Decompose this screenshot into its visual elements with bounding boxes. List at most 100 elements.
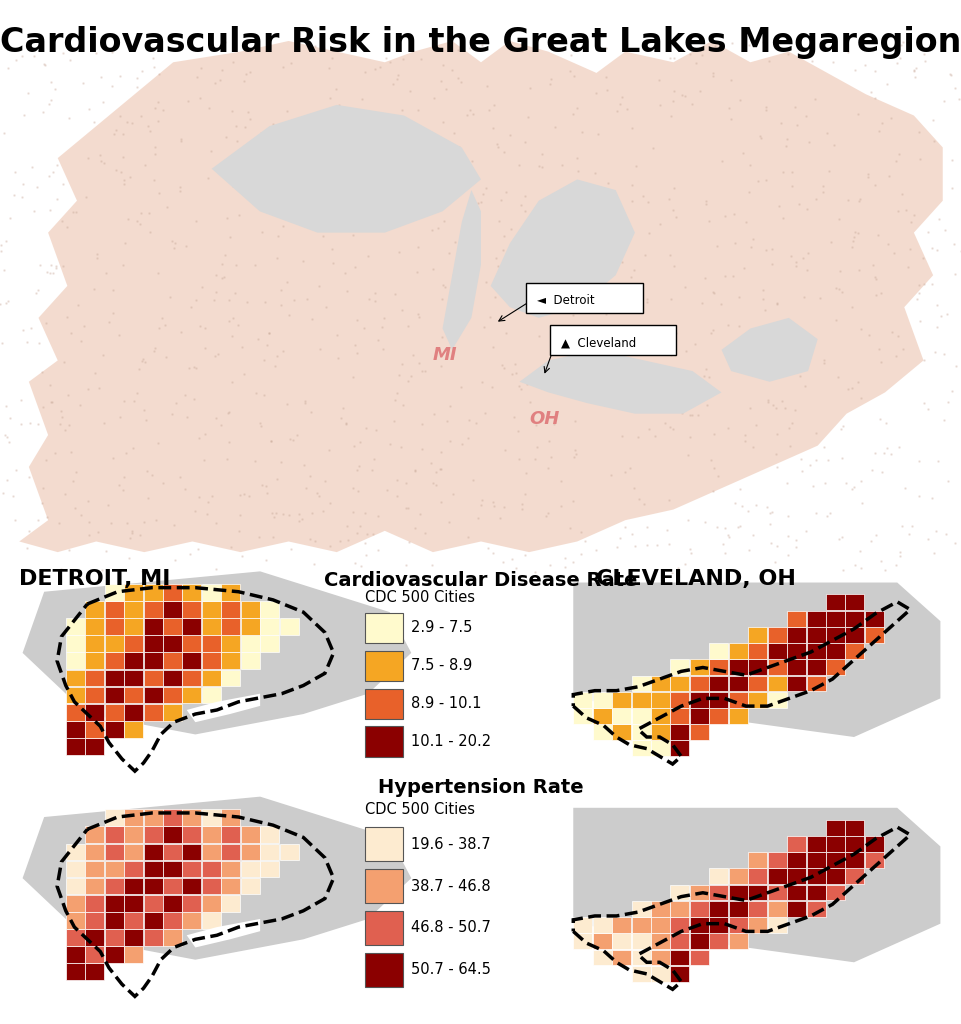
Point bbox=[275, 217, 290, 233]
Point bbox=[335, 180, 351, 197]
Bar bbox=[143, 652, 162, 670]
Point bbox=[304, 311, 319, 328]
Point bbox=[490, 139, 505, 156]
Point bbox=[209, 267, 224, 284]
Polygon shape bbox=[186, 919, 259, 947]
Point bbox=[464, 153, 480, 169]
Point bbox=[364, 462, 380, 478]
Bar bbox=[631, 918, 650, 933]
Point bbox=[28, 285, 43, 301]
Point bbox=[242, 111, 258, 127]
Point bbox=[223, 539, 238, 555]
Bar bbox=[221, 878, 240, 895]
Point bbox=[702, 452, 718, 468]
Point bbox=[423, 455, 438, 471]
Point bbox=[33, 257, 48, 273]
Point bbox=[0, 125, 12, 141]
Point bbox=[514, 234, 530, 251]
Bar bbox=[183, 670, 201, 686]
Bar bbox=[786, 901, 805, 916]
Bar bbox=[670, 885, 689, 900]
Point bbox=[391, 367, 407, 383]
Point bbox=[613, 254, 628, 270]
Bar bbox=[786, 610, 805, 627]
Point bbox=[480, 102, 496, 119]
Point bbox=[815, 183, 830, 200]
Point bbox=[360, 115, 376, 131]
Point bbox=[81, 150, 96, 166]
Point bbox=[816, 352, 831, 369]
Point bbox=[830, 211, 846, 227]
Bar bbox=[708, 643, 727, 659]
Point bbox=[21, 523, 37, 540]
Bar bbox=[183, 635, 201, 652]
Point bbox=[654, 400, 670, 417]
Point bbox=[20, 85, 36, 101]
Bar bbox=[631, 676, 650, 691]
Point bbox=[717, 519, 732, 536]
Bar bbox=[748, 901, 767, 916]
Bar bbox=[124, 584, 143, 601]
Bar bbox=[221, 844, 240, 860]
Bar bbox=[708, 676, 727, 691]
Bar bbox=[786, 627, 805, 643]
Bar bbox=[825, 595, 844, 610]
Point bbox=[106, 282, 121, 298]
Point bbox=[148, 146, 163, 163]
Bar bbox=[651, 676, 669, 691]
Point bbox=[55, 213, 70, 229]
Point bbox=[316, 39, 332, 55]
Point bbox=[487, 270, 503, 287]
Bar bbox=[124, 601, 143, 617]
Point bbox=[831, 262, 847, 279]
Point bbox=[852, 322, 868, 338]
Point bbox=[417, 524, 432, 541]
Point bbox=[477, 404, 492, 421]
Bar bbox=[689, 933, 708, 949]
Bar bbox=[143, 670, 162, 686]
Bar bbox=[105, 912, 124, 929]
Bar bbox=[86, 929, 104, 946]
Bar bbox=[162, 670, 182, 686]
Bar bbox=[805, 676, 825, 691]
Bar bbox=[767, 676, 786, 691]
Bar bbox=[240, 826, 259, 843]
Point bbox=[217, 34, 233, 50]
Point bbox=[628, 158, 643, 174]
Point bbox=[230, 316, 245, 333]
Bar bbox=[689, 692, 708, 708]
Text: 7.5 - 8.9: 7.5 - 8.9 bbox=[411, 658, 472, 674]
Bar bbox=[202, 652, 221, 670]
Point bbox=[569, 151, 584, 167]
Point bbox=[147, 100, 162, 117]
Bar bbox=[864, 627, 883, 643]
Point bbox=[487, 289, 503, 305]
Point bbox=[473, 194, 488, 210]
Point bbox=[191, 430, 207, 446]
Point bbox=[537, 508, 553, 524]
Point bbox=[787, 540, 802, 556]
Point bbox=[394, 356, 409, 373]
Point bbox=[207, 292, 222, 308]
Point bbox=[510, 157, 526, 173]
Point bbox=[487, 250, 503, 266]
Point bbox=[30, 512, 45, 528]
Point bbox=[775, 164, 790, 180]
Point bbox=[291, 506, 307, 522]
Bar bbox=[221, 670, 240, 686]
Point bbox=[209, 561, 224, 578]
Point bbox=[54, 561, 69, 578]
Point bbox=[533, 159, 549, 175]
Bar bbox=[592, 949, 611, 966]
Point bbox=[754, 361, 770, 378]
Point bbox=[661, 247, 677, 263]
Point bbox=[410, 239, 426, 255]
Point bbox=[706, 426, 722, 442]
Point bbox=[367, 60, 382, 77]
Point bbox=[661, 190, 677, 207]
Point bbox=[478, 180, 493, 197]
Point bbox=[539, 505, 554, 521]
Point bbox=[30, 416, 45, 432]
Point bbox=[665, 258, 680, 274]
Point bbox=[208, 347, 223, 364]
